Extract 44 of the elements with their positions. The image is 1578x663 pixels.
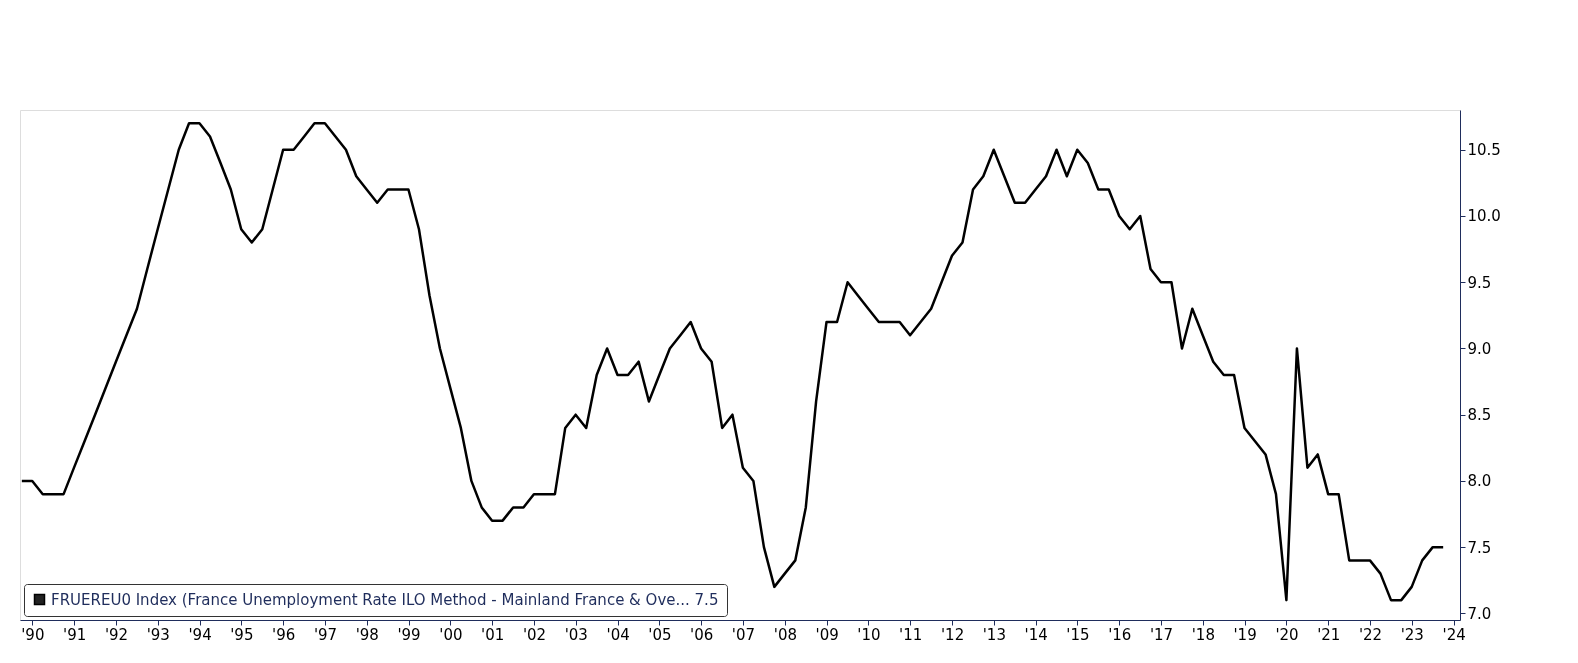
- y-tick-label: 9.5: [1467, 273, 1492, 292]
- x-tick-label: '98: [355, 625, 379, 644]
- x-tick-label: '17: [1149, 625, 1174, 644]
- x-tick-label: '97: [313, 625, 338, 644]
- x-tick-label: '92: [104, 625, 129, 644]
- x-tick-label: '99: [397, 625, 421, 644]
- x-tick-label: '20: [1275, 625, 1299, 644]
- x-tick-label: '10: [857, 625, 881, 644]
- x-tick-label: '00: [439, 625, 463, 644]
- x-tick-label: '16: [1108, 625, 1132, 644]
- x-tick-label: '12: [940, 625, 965, 644]
- x-tick-label: '11: [899, 625, 923, 644]
- x-tick-label: '03: [564, 625, 588, 644]
- x-tick-label: '05: [648, 625, 672, 644]
- y-tick-label: 10.0: [1467, 207, 1501, 226]
- x-tick-label: '15: [1066, 625, 1090, 644]
- x-tick-label: '18: [1191, 625, 1215, 644]
- x-tick-label: '96: [272, 625, 296, 644]
- y-tick-label: 8.0: [1467, 472, 1492, 491]
- x-tick-label: '22: [1358, 625, 1383, 644]
- legend-label: FRUEREU0 Index (France Unemployment Rate ILO Method - Mainland France & Ove... 7.5: [51, 590, 719, 609]
- x-tick-label: '07: [731, 625, 756, 644]
- y-tick-label: 7.0: [1467, 604, 1492, 623]
- y-tick-label: 8.5: [1467, 406, 1492, 425]
- x-tick-label: '13: [982, 625, 1006, 644]
- x-tick-label: '01: [481, 625, 505, 644]
- y-tick-label: 10.5: [1467, 141, 1501, 160]
- x-tick-label: '04: [606, 625, 630, 644]
- x-tick-label: '21: [1317, 625, 1341, 644]
- x-tick-label: '08: [773, 625, 797, 644]
- x-tick-label: '91: [63, 625, 87, 644]
- x-tick-label: '93: [146, 625, 170, 644]
- x-tick-label: '19: [1233, 625, 1257, 644]
- y-tick-label: 7.5: [1467, 538, 1492, 557]
- x-tick-label: '90: [21, 625, 45, 644]
- x-tick-label: '14: [1024, 625, 1048, 644]
- x-tick-label: '06: [690, 625, 714, 644]
- x-tick-label: '09: [815, 625, 839, 644]
- x-tick-label: '94: [188, 625, 212, 644]
- x-tick-label: '95: [230, 625, 254, 644]
- x-tick-label: '24: [1442, 625, 1466, 644]
- x-tick-label: '23: [1400, 625, 1424, 644]
- y-tick-label: 9.0: [1467, 339, 1492, 358]
- x-tick-label: '02: [522, 625, 547, 644]
